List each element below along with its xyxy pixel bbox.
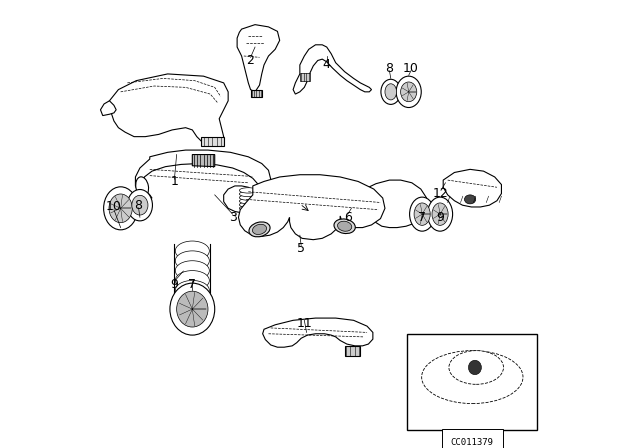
Ellipse shape	[465, 195, 476, 204]
Ellipse shape	[132, 195, 148, 215]
Polygon shape	[237, 25, 280, 92]
Ellipse shape	[239, 191, 257, 197]
Polygon shape	[293, 45, 371, 94]
Ellipse shape	[410, 197, 435, 231]
Ellipse shape	[468, 360, 481, 375]
Ellipse shape	[401, 82, 417, 102]
Ellipse shape	[249, 222, 270, 237]
Polygon shape	[262, 318, 373, 347]
Polygon shape	[443, 169, 502, 207]
Ellipse shape	[239, 198, 257, 204]
Bar	[407, 334, 537, 430]
Text: 7: 7	[418, 211, 426, 224]
Ellipse shape	[109, 194, 132, 223]
Ellipse shape	[127, 190, 152, 221]
Text: 9: 9	[436, 211, 444, 224]
Ellipse shape	[432, 203, 448, 225]
Ellipse shape	[337, 221, 352, 231]
Ellipse shape	[239, 195, 257, 200]
Ellipse shape	[334, 219, 355, 233]
Text: 4: 4	[323, 58, 331, 72]
Text: 8: 8	[134, 198, 143, 212]
Ellipse shape	[396, 76, 421, 108]
Polygon shape	[300, 73, 310, 81]
Ellipse shape	[104, 187, 138, 230]
Ellipse shape	[239, 188, 257, 193]
Polygon shape	[201, 137, 223, 146]
Ellipse shape	[428, 197, 452, 231]
Ellipse shape	[175, 280, 209, 300]
Polygon shape	[109, 74, 228, 146]
Text: 2: 2	[246, 54, 255, 67]
Text: 9: 9	[170, 278, 179, 291]
Ellipse shape	[381, 79, 401, 104]
Ellipse shape	[385, 84, 397, 100]
Ellipse shape	[414, 203, 430, 225]
Text: 1: 1	[170, 175, 179, 188]
Polygon shape	[250, 90, 262, 97]
Ellipse shape	[239, 202, 257, 207]
Ellipse shape	[136, 177, 148, 197]
Polygon shape	[100, 101, 116, 116]
Polygon shape	[192, 155, 214, 167]
Text: 7: 7	[188, 278, 196, 291]
Ellipse shape	[175, 241, 209, 261]
Polygon shape	[364, 180, 427, 228]
Text: 5: 5	[297, 242, 305, 255]
Ellipse shape	[177, 291, 208, 327]
Polygon shape	[136, 150, 271, 213]
Text: CC011379: CC011379	[451, 438, 494, 447]
Text: 3: 3	[228, 211, 237, 224]
Polygon shape	[344, 346, 360, 356]
Ellipse shape	[422, 351, 523, 404]
Text: 11: 11	[296, 317, 312, 330]
Text: 10: 10	[106, 200, 122, 214]
Ellipse shape	[449, 351, 504, 384]
Ellipse shape	[252, 224, 267, 234]
Text: 10: 10	[403, 61, 419, 75]
Text: 6: 6	[344, 211, 352, 224]
Text: 12: 12	[433, 187, 449, 200]
Ellipse shape	[175, 271, 209, 290]
Ellipse shape	[239, 206, 257, 211]
Polygon shape	[239, 175, 385, 240]
Ellipse shape	[170, 283, 214, 335]
Ellipse shape	[175, 261, 209, 280]
Text: 8: 8	[385, 61, 394, 75]
Ellipse shape	[175, 251, 209, 271]
